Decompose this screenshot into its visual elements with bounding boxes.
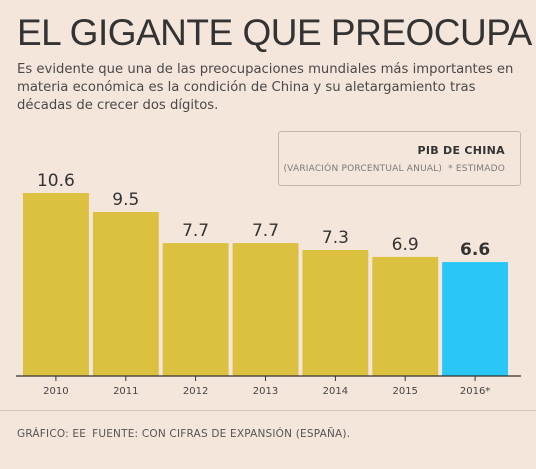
footer: GRÁFICO: EE FUENTE: CON CIFRAS DE EXPANSI… xyxy=(17,428,350,440)
value-label-2016-estimated: 6.6 xyxy=(460,240,490,260)
bar-chart: 10.69.57.7 7.7 7.3 6.9 6.6 2010 2011 2012 2013 2… xyxy=(16,171,521,397)
chart-title: EL GIGANTE QUE PREOCUPA xyxy=(17,12,532,53)
legend-box: PIB DE CHINA (VARIACIÓN PORCENTUAL ANUAL… xyxy=(278,131,521,186)
x-tick-label-2012: 2012 xyxy=(183,386,208,397)
x-tick-label-2013: 2013 xyxy=(253,386,278,397)
x-ticks-group xyxy=(55,376,476,381)
footer-divider xyxy=(0,410,536,411)
x-tick-labels-group: 2010 2011 2012 2013 2014 2015 2016* xyxy=(43,386,490,397)
legend-subtitle: (VARIACIÓN PORCENTUAL ANUAL) * ESTIMADO xyxy=(283,164,505,174)
footer-credit: GRÁFICO: EE xyxy=(17,428,87,440)
chart-subtitle: Es evidente que una de las preocupacione… xyxy=(17,62,514,113)
legend-note: * ESTIMADO xyxy=(448,164,505,174)
footer-source: FUENTE: CON CIFRAS DE EXPANSIÓN (ESPAÑA)… xyxy=(92,428,351,440)
value-label-2013: 7.7 xyxy=(252,221,279,241)
value-label-2010: 10.6 xyxy=(37,171,75,191)
bar-2012 xyxy=(162,243,229,376)
bar-2013 xyxy=(232,243,299,376)
bar-2011 xyxy=(92,212,159,376)
bar-2014 xyxy=(302,250,369,376)
x-tick-label-2014: 2014 xyxy=(323,386,348,397)
x-tick-label-2015: 2015 xyxy=(392,386,417,397)
value-label-2014: 7.3 xyxy=(322,228,349,248)
bar-2016-estimated xyxy=(442,262,508,376)
bar-2010 xyxy=(23,193,89,376)
value-label-2012: 7.7 xyxy=(182,221,209,241)
bars-group xyxy=(23,193,508,376)
value-label-2011: 9.5 xyxy=(112,190,139,210)
x-tick-label-2010: 2010 xyxy=(43,386,68,397)
value-labels-group: 10.6 9.5 7.7 7.7 7.3 6.9 6.6 xyxy=(37,171,490,260)
legend-unit: (VARIACIÓN PORCENTUAL ANUAL) xyxy=(283,164,443,174)
legend-title: PIB DE CHINA xyxy=(417,144,505,157)
bar-2015 xyxy=(372,256,439,376)
x-tick-label-2016-estimated: 2016* xyxy=(460,386,490,397)
value-label-2015: 6.9 xyxy=(392,235,419,255)
x-tick-label-2011: 2011 xyxy=(113,386,138,397)
